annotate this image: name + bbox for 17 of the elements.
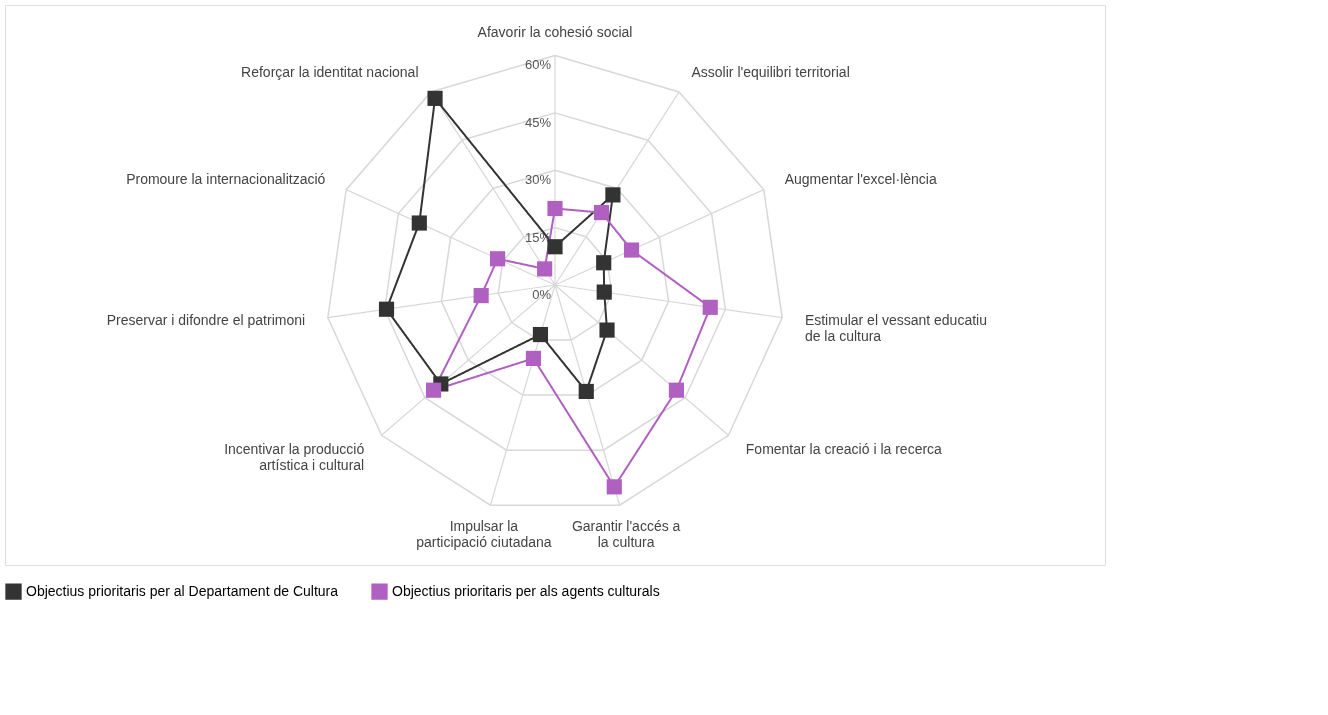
spoke-label: Impulsar la participació ciutadana [416, 518, 552, 551]
spoke-label: Preservar i difondre el patrimoni [106, 311, 306, 328]
spoke-label: Afavorir la cohesió social [477, 23, 633, 40]
spoke-label: Reforçar la identitat nacional [241, 63, 419, 80]
legend-label: Objectius prioritaris per al Departament de Cultura [26, 582, 339, 599]
legend-label: Objectius prioritaris per als agents culturals [392, 582, 660, 599]
y-tick-label: 0% [532, 287, 552, 302]
spoke-label: Assolir l'equilibri territorial [691, 63, 850, 80]
spoke-label: Estimular el vessant educatiu de la cultura [804, 311, 987, 344]
spoke-label: Augmentar l'excel·lència [784, 171, 937, 188]
spoke-label: Garantir l'accés a la cultura [571, 518, 681, 551]
spoke-label: Promoure la internacionalització [126, 171, 326, 188]
y-tick-label: 30% [524, 172, 552, 188]
y-tick-label: 60% [524, 57, 552, 73]
spoke-label: Fomentar la creació i la recerca [745, 441, 943, 458]
spoke-label: Incentivar la producció artística i cultural [224, 441, 365, 474]
y-tick-label: 45% [524, 114, 552, 130]
